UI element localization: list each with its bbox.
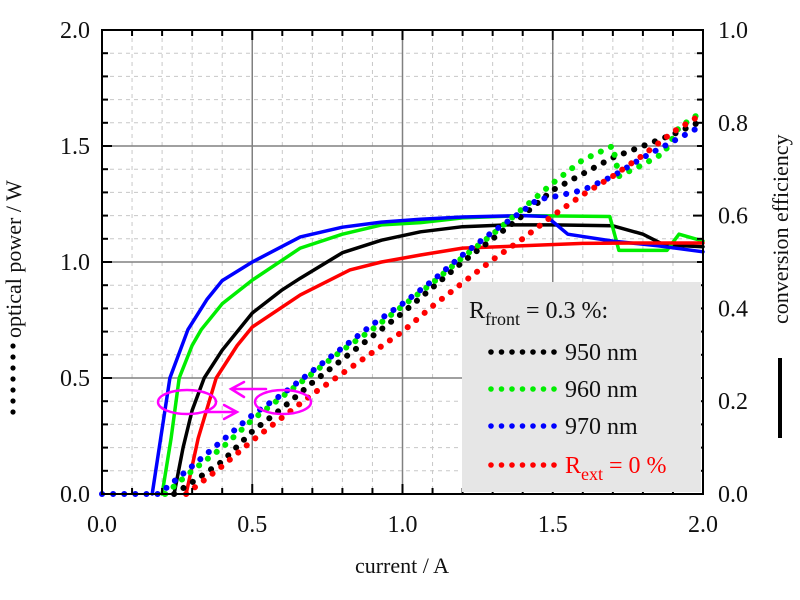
- y-right-tick-label: 0.0: [718, 482, 748, 508]
- power-dotted-line-950-nm: [171, 117, 706, 497]
- legend-dot: [530, 462, 536, 468]
- legend-dot: [519, 462, 526, 468]
- y-right-axis-label-text: conversion efficiency: [768, 134, 793, 324]
- legend-dot: [488, 423, 494, 429]
- y-right-tick-label: 0.6: [718, 204, 748, 230]
- legend-swatch: [488, 386, 557, 392]
- legend-dot: [509, 386, 515, 392]
- legend-dot: [509, 462, 515, 468]
- marker-dot: [10, 409, 16, 415]
- marker-dot: [10, 343, 16, 349]
- legend-entry-label: 950 nm: [565, 340, 638, 366]
- legend-dot: [519, 423, 526, 429]
- marker-dot: [10, 365, 16, 371]
- legend-dot: [551, 423, 557, 429]
- y-tick-label: 0.0: [60, 482, 90, 508]
- efficiency-line-970-nm: [150, 213, 705, 496]
- power-dotted-line-970-nm: [99, 122, 706, 497]
- legend-dot: [551, 386, 557, 392]
- dotted-line-marker-icon: [10, 343, 16, 415]
- x-tick-labels: 0.0 0.5 1.0 1.5 2.0: [87, 512, 718, 538]
- x-tick-label: 0.5: [237, 512, 267, 538]
- y-right-axis-label: conversion efficiency: [768, 134, 793, 438]
- y-tick-label: 1.5: [60, 134, 90, 160]
- legend-dot: [551, 349, 557, 355]
- y-right-tick-labels: 0.0 0.2 0.4 0.6 0.8 1.0: [718, 18, 748, 508]
- efficiency-curves: [150, 213, 705, 496]
- y-axis-label-text: optical power / W: [1, 180, 26, 338]
- arrow-left-icon: [228, 380, 268, 399]
- legend-dot: [509, 349, 515, 355]
- x-tick-label: 2.0: [688, 512, 718, 538]
- legend-dot: [540, 462, 547, 468]
- legend-dot: [530, 423, 536, 429]
- power-dotted-line-rext-0: [183, 110, 706, 497]
- y-right-tick-label: 0.8: [718, 111, 748, 137]
- efficiency-line-960-nm: [160, 213, 705, 496]
- marker-dot: [10, 387, 16, 393]
- legend-dot: [498, 462, 505, 468]
- marker-dot: [10, 376, 16, 382]
- legend-dot: [540, 423, 547, 429]
- y-tick-label: 1.0: [60, 250, 90, 276]
- legend: Rfront = 0.3 %: 950 nm 960 nm 970 nm Rex…: [462, 282, 701, 492]
- legend-dot: [498, 386, 505, 392]
- legend-dot: [551, 462, 557, 468]
- y-right-tick-label: 1.0: [718, 18, 748, 44]
- annotations: [156, 380, 313, 421]
- x-tick-label: 0.0: [87, 512, 117, 538]
- legend-dot: [509, 423, 515, 429]
- y-right-tick-label: 0.4: [718, 296, 748, 322]
- legend-title: Rfront = 0.3 %:: [469, 298, 608, 329]
- arrow-right-icon: [203, 403, 240, 421]
- annotation-ellipse-solid: [156, 388, 218, 416]
- legend-swatch: [488, 423, 557, 429]
- legend-dot: [530, 349, 536, 355]
- legend-swatch: [488, 349, 557, 355]
- legend-entry-label: 960 nm: [565, 377, 638, 403]
- y-right-tick-label: 0.2: [718, 389, 748, 415]
- efficiency-line-rext-0: [184, 241, 705, 496]
- legend-dot: [530, 386, 536, 392]
- legend-dot: [519, 386, 526, 392]
- y-axis-label: optical power / W: [1, 180, 26, 415]
- x-tick-label: 1.5: [538, 512, 568, 538]
- legend-dot: [498, 349, 505, 355]
- legend-dot: [540, 386, 547, 392]
- legend-swatch: [488, 462, 557, 468]
- legend-dot: [540, 349, 547, 355]
- legend-dot: [519, 349, 526, 355]
- efficiency-line-950-nm: [172, 223, 705, 496]
- marker-dot: [10, 398, 16, 404]
- x-tick-label: 1.0: [388, 512, 418, 538]
- legend-dot: [488, 462, 494, 468]
- plot-frame: [101, 29, 704, 495]
- y-tick-label: 0.5: [60, 366, 90, 392]
- legend-entries: [488, 349, 557, 468]
- legend-entry-label: 970 nm: [565, 414, 638, 440]
- marker-dot: [10, 354, 16, 360]
- y-tick-labels: 0.0 0.5 1.0 1.5 2.0: [60, 18, 90, 508]
- legend-entry-label: Rext = 0 %: [565, 453, 667, 484]
- x-axis-label: current / A: [355, 553, 449, 578]
- power-curves: [99, 108, 706, 497]
- legend-dot: [488, 386, 494, 392]
- legend-dot: [488, 349, 494, 355]
- y-tick-label: 2.0: [60, 18, 90, 44]
- annotation-ellipse-dotted: [253, 388, 313, 416]
- legend-dot: [498, 423, 505, 429]
